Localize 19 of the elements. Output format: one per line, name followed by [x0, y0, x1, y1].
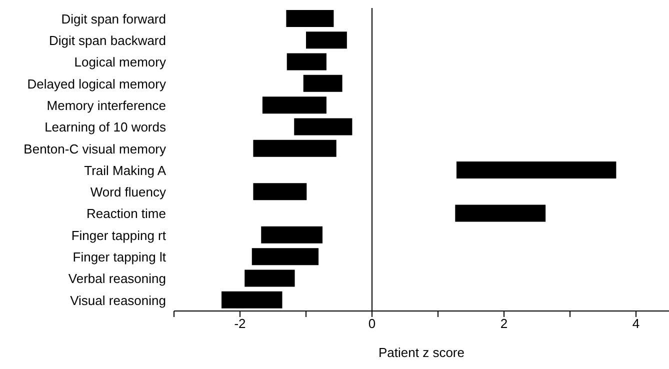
y-tick-label: Memory interference	[46, 98, 166, 114]
y-tick-label: Logical memory	[74, 54, 166, 70]
y-tick-label: Learning of 10 words	[44, 120, 166, 135]
x-tick-label: 2	[500, 316, 508, 332]
y-tick-label: Reaction time	[86, 206, 166, 222]
y-tick-label: Benton-C visual memory	[24, 141, 166, 156]
x-tick-label: -2	[234, 316, 246, 332]
y-tick-label: Word fluency	[90, 184, 166, 200]
y-tick-label: Digit span forward	[61, 11, 166, 26]
x-tick-label: 4	[632, 316, 640, 332]
y-tick-label: Verbal reasoning	[68, 271, 166, 286]
x-axis-title: Patient z score	[378, 345, 464, 360]
x-tick-label: 0	[368, 316, 376, 332]
y-tick-label: Finger tapping lt	[72, 250, 166, 265]
y-tick-label: Finger tapping rt	[71, 228, 166, 243]
y-tick-label: Delayed logical memory	[27, 76, 166, 92]
y-tick-label: Visual reasoning	[70, 292, 166, 308]
y-tick-label: Trail Making A	[84, 162, 166, 178]
y-tick-label: Digit span backward	[48, 33, 166, 48]
